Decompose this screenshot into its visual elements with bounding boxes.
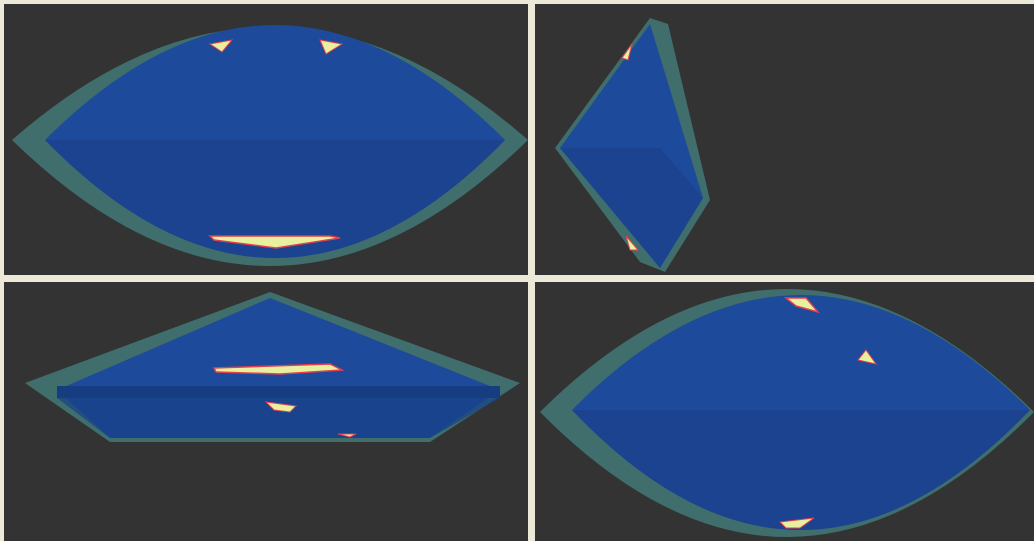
viewport-bottom-left[interactable] [4, 282, 528, 541]
viewport-top-right[interactable] [535, 4, 1034, 275]
gem-facet [572, 410, 1030, 530]
gem-facet [45, 140, 505, 258]
viewport-bottom-right[interactable] [535, 282, 1034, 541]
highlight [208, 39, 234, 53]
highlight [264, 401, 298, 413]
highlight [625, 235, 640, 251]
viewport-top-left[interactable] [4, 4, 528, 275]
highlight [778, 517, 815, 529]
gem-facet [560, 148, 703, 268]
highlight [319, 39, 344, 55]
highlight [208, 235, 341, 249]
highlight [783, 297, 821, 314]
highlight [212, 363, 345, 375]
highlight [621, 43, 633, 61]
gem-girdle [57, 386, 500, 398]
highlight [337, 433, 357, 438]
highlight [857, 349, 878, 365]
gem-facet [57, 398, 500, 438]
